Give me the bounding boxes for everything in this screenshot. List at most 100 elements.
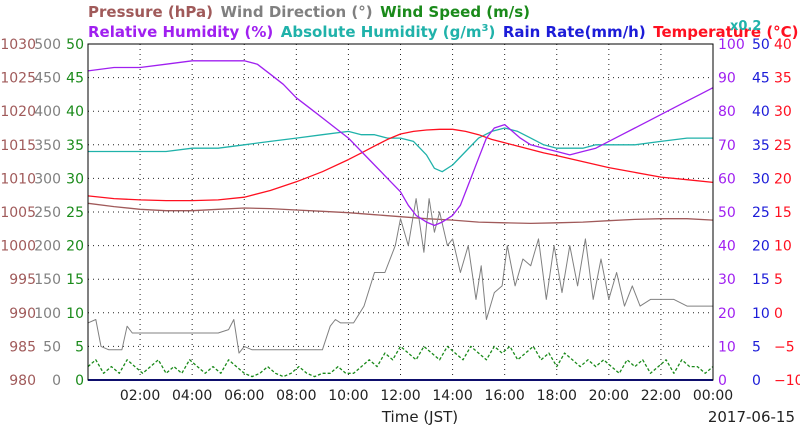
wind-direction-tick-label: 350 bbox=[34, 138, 61, 154]
pressure-tick-label: 1005 bbox=[0, 205, 36, 221]
legend-entry: Relative Humidity (%) bbox=[88, 23, 273, 41]
temperature-tick-label: 15 bbox=[774, 205, 792, 221]
wind-speed-tick-label: 15 bbox=[66, 272, 84, 288]
legend-gap bbox=[495, 23, 503, 41]
relative-humidity-tick-label: 20 bbox=[718, 306, 736, 322]
x-tick-label: 06:00 bbox=[224, 388, 264, 404]
wind-direction-tick-label: 500 bbox=[34, 37, 61, 53]
temperature-tick-label: −10 bbox=[774, 373, 800, 389]
date-label: 2017-06-15 bbox=[708, 408, 795, 426]
pressure-tick-label: 1000 bbox=[0, 239, 36, 255]
wind-speed-tick-label: 45 bbox=[66, 71, 84, 87]
temperature-tick-label: 25 bbox=[774, 138, 792, 154]
relative-humidity-tick-label: 30 bbox=[718, 272, 736, 288]
rain-rate-tick-label: 35 bbox=[752, 138, 770, 154]
left-axes: 1030102510201015101010051000995990985980… bbox=[0, 37, 84, 389]
wind-direction-tick-label: 100 bbox=[34, 306, 61, 322]
pressure-tick-label: 1025 bbox=[0, 71, 36, 87]
x-tick-label: 10:00 bbox=[328, 388, 368, 404]
legend-entry: Wind Direction (°) bbox=[221, 3, 373, 21]
legend-entry: Temperature (°C) bbox=[653, 23, 798, 41]
grid bbox=[88, 44, 713, 380]
temperature-tick-label: −5 bbox=[774, 339, 795, 355]
series-line-relative-humidity bbox=[87, 60, 714, 227]
wind-direction-tick-label: 450 bbox=[34, 71, 61, 87]
legend-entry: Rain Rate(mm/h) bbox=[503, 23, 646, 41]
relative-humidity-tick-label: 60 bbox=[718, 171, 736, 187]
wind-direction-tick-label: 50 bbox=[43, 339, 61, 355]
legend-scale-note: x0.2 bbox=[730, 19, 761, 34]
wind-speed-tick-label: 30 bbox=[66, 171, 84, 187]
x-tick-label: 04:00 bbox=[172, 388, 212, 404]
temperature-tick-label: 30 bbox=[774, 104, 792, 120]
wind-speed-tick-label: 0 bbox=[75, 373, 84, 389]
x-tick-label: 18:00 bbox=[537, 388, 577, 404]
wind-direction-tick-label: 400 bbox=[34, 104, 61, 120]
series-layer bbox=[87, 60, 714, 381]
x-axis: 02:00 04:00 06:00 08:00 10:00 12:00 14:00 16:00… bbox=[120, 388, 733, 404]
wind-speed-tick-label: 25 bbox=[66, 205, 84, 221]
wind-direction-tick-label: 200 bbox=[34, 239, 61, 255]
relative-humidity-tick-label: 50 bbox=[718, 205, 736, 221]
x-tick-label: 22:00 bbox=[641, 388, 681, 404]
rain-rate-tick-label: 50 bbox=[752, 37, 770, 53]
wind-speed-tick-label: 50 bbox=[66, 37, 84, 53]
temperature-tick-label: 35 bbox=[774, 71, 792, 87]
temperature-tick-label: 40 bbox=[774, 37, 792, 53]
wind-speed-tick-label: 5 bbox=[75, 339, 84, 355]
temperature-tick-label: 20 bbox=[774, 171, 792, 187]
wind-speed-tick-label: 35 bbox=[66, 138, 84, 154]
wind-speed-tick-label: 40 bbox=[66, 104, 84, 120]
relative-humidity-tick-label: 90 bbox=[718, 71, 736, 87]
pressure-tick-label: 995 bbox=[9, 272, 36, 288]
rain-rate-tick-label: 25 bbox=[752, 205, 770, 221]
legend-text: Pressure (hPa) Wind Direction (°) Wind S… bbox=[88, 3, 530, 21]
relative-humidity-tick-label: 80 bbox=[718, 104, 736, 120]
right-axes: 1009080706050403020100504540353025201510… bbox=[718, 37, 800, 389]
legend-row-2: Relative Humidity (%) Absolute Humidity … bbox=[88, 19, 799, 41]
legend-gap bbox=[373, 3, 381, 21]
temperature-tick-label: 0 bbox=[774, 306, 783, 322]
x-tick-label: 02:00 bbox=[120, 388, 160, 404]
plot-frame bbox=[87, 43, 714, 381]
legend-text: Relative Humidity (%) Absolute Humidity … bbox=[88, 23, 799, 41]
wind-direction-tick-label: 150 bbox=[34, 272, 61, 288]
rain-rate-tick-label: 40 bbox=[752, 104, 770, 120]
wind-speed-tick-label: 20 bbox=[66, 239, 84, 255]
legend-entry: Wind Speed (m/s) bbox=[380, 3, 530, 21]
x-tick-label: 16:00 bbox=[484, 388, 524, 404]
legend-gap bbox=[273, 23, 281, 41]
legend-entry: Absolute Humidity (g/m bbox=[281, 23, 482, 41]
pressure-tick-label: 1020 bbox=[0, 104, 36, 120]
temperature-tick-label: 10 bbox=[774, 239, 792, 255]
temperature-tick-label: 5 bbox=[774, 272, 783, 288]
wind-direction-tick-label: 0 bbox=[52, 373, 61, 389]
legend-sup: 3 bbox=[482, 23, 489, 34]
legend-close: ) bbox=[488, 23, 495, 41]
x-tick-label: 14:00 bbox=[432, 388, 472, 404]
series-line-temperature bbox=[87, 128, 714, 202]
rain-rate-tick-label: 30 bbox=[752, 171, 770, 187]
pressure-tick-label: 990 bbox=[9, 306, 36, 322]
legend-gap bbox=[213, 3, 221, 21]
x-tick-label: 12:00 bbox=[380, 388, 420, 404]
rain-rate-tick-label: 10 bbox=[752, 306, 770, 322]
wind-speed-tick-label: 10 bbox=[66, 306, 84, 322]
rain-rate-tick-label: 20 bbox=[752, 239, 770, 255]
series-line-wind-direction bbox=[87, 198, 713, 354]
rain-rate-tick-label: 0 bbox=[752, 373, 761, 389]
pressure-tick-label: 985 bbox=[9, 339, 36, 355]
pressure-tick-label: 1015 bbox=[0, 138, 36, 154]
legend-entry: Pressure (hPa) bbox=[88, 3, 213, 21]
relative-humidity-tick-label: 100 bbox=[718, 37, 745, 53]
rain-rate-tick-label: 45 bbox=[752, 71, 770, 87]
wind-direction-tick-label: 250 bbox=[34, 205, 61, 221]
legend-row-1: Pressure (hPa) Wind Direction (°) Wind S… bbox=[88, 3, 530, 21]
pressure-tick-label: 1010 bbox=[0, 171, 36, 187]
x-tick-label: 20:00 bbox=[589, 388, 629, 404]
rain-rate-tick-label: 5 bbox=[752, 339, 761, 355]
relative-humidity-tick-label: 10 bbox=[718, 339, 736, 355]
wind-direction-tick-label: 300 bbox=[34, 171, 61, 187]
rain-rate-tick-label: 15 bbox=[752, 272, 770, 288]
